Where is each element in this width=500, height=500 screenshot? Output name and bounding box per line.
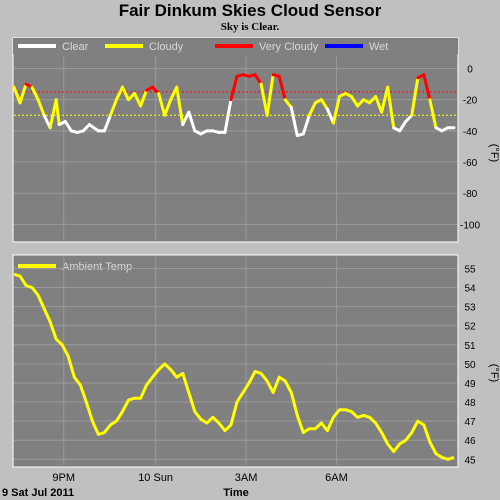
sky-segment-17: [114, 85, 124, 102]
sky-segment-40: [253, 73, 263, 86]
x-tick-labels: 9PM 10 Sun 3AM 6AM: [52, 472, 347, 484]
ambient-y-tick-2: 53: [464, 303, 476, 314]
sky-segment-56: [350, 95, 360, 108]
ambient-y-axis-label: (°F): [488, 364, 500, 382]
x-tick-0: 9PM: [52, 472, 75, 484]
ambient-y-tick-9: 46: [464, 436, 476, 447]
ambient-y-tick-5: 50: [464, 360, 476, 371]
sky-segment-7: [54, 98, 61, 127]
ambient-legend: Ambient Temp: [18, 261, 132, 273]
sky-segment-66: [410, 76, 420, 117]
sky-segment-3: [30, 85, 40, 102]
ambient-y-tick-7: 48: [464, 398, 476, 409]
sky-y-tick-4: -80: [463, 189, 478, 200]
sky-segment-20: [133, 91, 143, 108]
sky-segment-9: [63, 119, 73, 133]
chart-title: Fair Dinkum Skies Cloud Sensor: [118, 1, 382, 20]
sky-segment-18: [120, 85, 131, 102]
sky-legend-label-1: Cloudy: [149, 41, 184, 53]
sky-segment-62: [386, 85, 396, 130]
sky-thresholds: [14, 91, 457, 116]
sky-status: Sky is Clear.: [220, 21, 280, 33]
sky-legend-label-0: Clear: [62, 41, 89, 53]
sky-legend-label-3: Wet: [369, 41, 388, 53]
ambient-legend-label-0: Ambient Temp: [62, 261, 132, 273]
x-tick-3: 6AM: [325, 472, 348, 484]
sky-segment-4: [36, 98, 46, 117]
ambient-y-tick-0: 55: [464, 264, 476, 275]
sky-segment-35: [223, 98, 233, 134]
sky-segment-36: [229, 74, 239, 102]
sky-gridlines: [14, 56, 457, 240]
sky-segment-51: [319, 98, 329, 111]
sky-y-tick-5: -100: [460, 220, 480, 231]
sky-y-ticks: 0 -20 -40 -60 -80 -100: [460, 64, 480, 231]
x-tick-2: 3AM: [235, 472, 258, 484]
sky-segment-46: [289, 105, 299, 138]
ambient-series: [13, 272, 455, 461]
x-axis-label: Time: [223, 487, 248, 499]
sky-segment-29: [187, 110, 197, 133]
sky-segment-45: [283, 98, 293, 109]
ambient-y-tick-10: 45: [464, 455, 476, 466]
sky-segment-49: [307, 101, 317, 117]
ambient-y-tick-8: 47: [464, 417, 476, 428]
sky-segment-61: [380, 85, 390, 114]
sky-segment-60: [374, 95, 384, 114]
sky-segment-0: [12, 85, 22, 105]
sky-segment-64: [398, 119, 408, 133]
ambient-temp-line: [13, 272, 455, 461]
sky-segment-68: [422, 73, 432, 102]
sky-segment-24: [157, 91, 167, 117]
sky-segment-69: [428, 98, 438, 130]
sky-segment-28: [181, 110, 191, 127]
sky-segment-25: [163, 98, 173, 117]
date-label: 9 Sat Jul 2011: [2, 487, 74, 499]
ambient-y-tick-1: 54: [464, 284, 476, 295]
ambient-y-tick-6: 49: [464, 379, 476, 390]
ambient-y-tick-4: 51: [464, 341, 476, 352]
sky-segment-42: [265, 73, 275, 117]
sky-chart-panel: [12, 37, 459, 243]
sky-segment-1: [18, 82, 28, 105]
sky-y-axis-label: (°F): [488, 144, 500, 162]
sky-segment-13: [87, 123, 100, 133]
sky-segment-48: [301, 113, 311, 136]
sky-legend-label-2: Very Cloudy: [259, 41, 319, 53]
sky-segment-44: [277, 74, 287, 102]
sky-segment-53: [331, 95, 341, 125]
sky-y-tick-3: -60: [463, 158, 478, 169]
sky-segment-6: [48, 98, 58, 130]
x-tick-1: 10 Sun: [138, 472, 173, 484]
sky-segment-16: [108, 98, 118, 117]
sky-y-tick-2: -40: [463, 127, 478, 138]
sky-series: [12, 73, 456, 138]
sky-segment-27: [175, 85, 185, 127]
sky-segment-15: [102, 113, 112, 133]
ambient-chart-panel: [12, 254, 459, 468]
sky-legend: Clear Cloudy Very Cloudy Wet: [18, 41, 388, 53]
ambient-y-ticks: 55 54 53 52 51 50 49 48 47 46 45: [464, 264, 476, 466]
sky-segment-41: [259, 82, 269, 117]
sky-y-tick-0: 0: [467, 64, 473, 75]
ambient-y-tick-3: 52: [464, 322, 476, 333]
sky-segment-21: [139, 88, 149, 108]
sky-y-tick-1: -20: [463, 96, 478, 107]
